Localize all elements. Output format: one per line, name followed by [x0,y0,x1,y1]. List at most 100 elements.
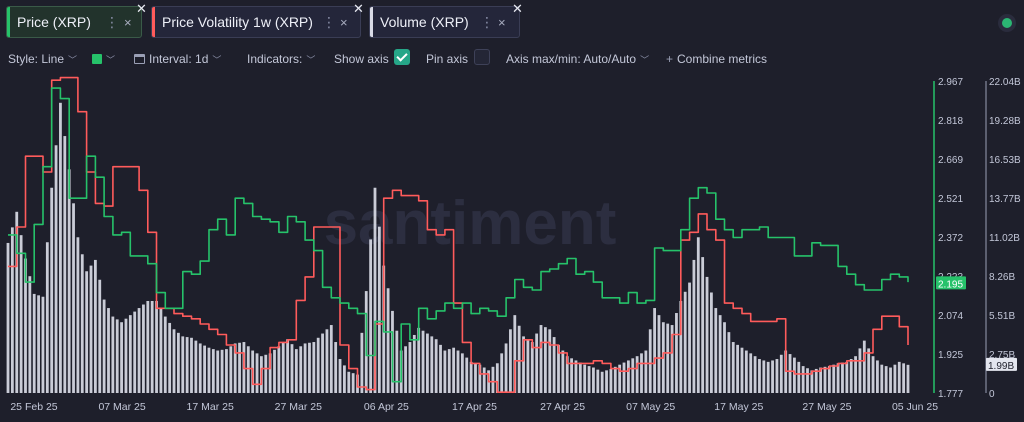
volume-bar [63,136,67,393]
style-dropdown[interactable]: Style: Line ﹀ [8,52,77,66]
volume-bar [854,356,857,393]
indicators-dropdown[interactable]: Indicators: ﹀ [247,52,315,66]
hide-icon[interactable]: × [340,14,348,30]
tab-label: Volume (XRP) [380,14,469,30]
tab-price-volatility[interactable]: Price Volatility 1w (XRP) ⋮ × ✕ [151,1,364,38]
volume-bar [570,358,573,393]
volume-bar [727,332,731,393]
volume-bar [793,357,796,393]
volume-bar [277,346,281,393]
volume-bar [605,370,608,393]
volume-bar [168,322,172,393]
volume-bar [548,329,552,393]
more-options-icon[interactable]: ⋮ [322,13,336,30]
volume-bar [294,349,298,393]
volume-bar [290,344,294,393]
volume-bar [653,308,656,393]
volume-bar [648,329,652,393]
more-options-icon[interactable]: ⋮ [105,13,119,30]
volume-bar [849,359,853,393]
color-picker[interactable]: ﹀ [92,52,115,66]
volume-bar [325,329,329,393]
volume-bar [443,350,447,393]
axis-minmax-dropdown[interactable]: Axis max/min: Auto/Auto ﹀ [506,52,649,66]
volume-bar [535,333,539,393]
close-icon[interactable]: ✕ [512,1,523,16]
indicators-label: Indicators: [247,52,303,66]
volume-bar [220,349,224,393]
volume-bar [286,339,290,393]
volume-bar [80,254,84,393]
volume-bar [369,239,373,393]
volume-bar [587,366,591,393]
more-options-icon[interactable]: ⋮ [480,13,494,30]
tab-price[interactable]: Price (XRP) ⋮ × ✕ [6,1,147,38]
pin-axis-checkbox[interactable] [474,49,490,65]
volume-tick-label: 5.51B [989,311,1015,322]
volume-bar [347,371,351,393]
volume-bar [823,366,827,393]
x-tick-label: 27 Apr 25 [540,401,585,413]
x-tick-label: 27 May 25 [802,401,851,413]
volume-bar [229,346,233,393]
volume-bar [705,276,709,393]
volume-bar [434,339,438,393]
volume-bar [412,334,416,393]
close-icon[interactable]: ✕ [136,1,147,16]
volume-bar [613,366,617,393]
volume-bar [491,366,495,393]
price-axis: 2.9672.8182.6692.5212.3722.2232.0741.925… [933,77,966,400]
volume-bar [115,319,119,393]
volume-bar [565,356,569,393]
volume-bar [225,349,228,393]
price-tick-label: 2.967 [938,77,963,88]
volume-bar [827,366,831,393]
volume-bar [93,259,97,393]
volume-bar [172,329,176,393]
volume-bar [814,368,818,393]
volume-bar [574,360,578,393]
volume-bar [465,357,469,393]
volume-bar [150,300,154,393]
volume-bar [836,363,840,393]
volume-bar [85,271,89,393]
tab-volume[interactable]: Volume (XRP) ⋮ × ✕ [369,1,523,38]
volume-bar [801,366,805,393]
x-tick-label: 17 Mar 25 [187,401,234,413]
combine-metrics-button[interactable]: + Combine metrics [666,52,767,66]
volume-bar [884,366,888,393]
volume-tick-label: 13.77B [989,194,1021,205]
hide-icon[interactable]: × [124,14,132,30]
price-tick-label: 2.669 [938,155,963,166]
volume-bar [692,259,696,393]
volume-bar [474,363,477,393]
volume-bar [766,361,770,393]
volume-bar [845,361,849,393]
interval-dropdown[interactable]: Interval: 1d ﹀ [134,52,221,66]
volume-bar [421,330,425,393]
volume-bar [417,327,421,393]
tab-color-bar [7,7,10,37]
hide-icon[interactable]: × [498,14,506,30]
chart-area[interactable]: santiment 2.9672.8182.6692.5212.3722.223… [0,76,1024,422]
volume-tick-label: 0 [989,389,995,400]
close-icon[interactable]: ✕ [353,1,364,16]
volume-bar [142,304,145,393]
volume-bar [482,367,486,393]
volume-bar [578,362,582,393]
volume-bar [430,336,434,393]
volume-bar [264,354,268,393]
volume-bar [897,361,901,393]
show-axis-checkbox[interactable] [394,49,410,65]
volume-bar [203,345,206,393]
volume-bar [198,343,202,393]
volume-bar [744,350,748,393]
volume-bar [447,349,451,393]
volume-bar [622,362,626,393]
volume-bar [194,340,198,393]
volume-bar [530,342,534,393]
volume-bar [806,368,809,393]
volume-bar [67,169,71,393]
chevron-down-icon: ﹀ [306,55,316,65]
volume-bar [98,279,102,393]
